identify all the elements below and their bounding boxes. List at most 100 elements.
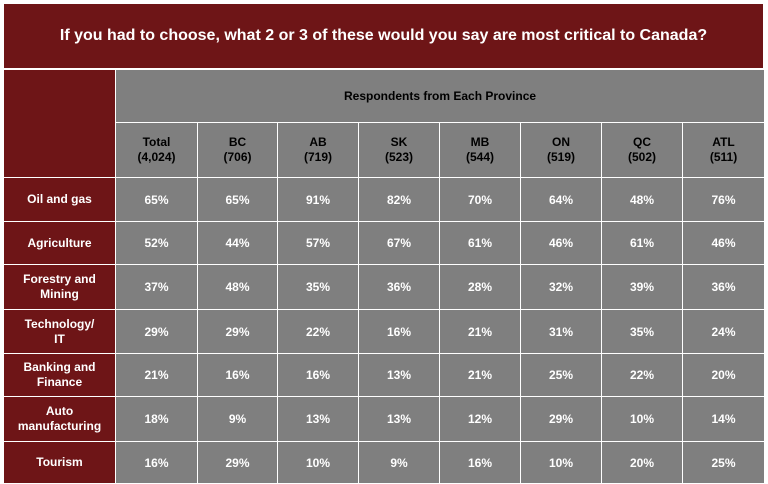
value-cell: 13% [277, 396, 359, 442]
column-name: Total [142, 135, 171, 149]
row-label-line: Oil and gas [27, 192, 92, 206]
value-cell: 36% [358, 264, 440, 310]
column-header: ON (519) [520, 122, 602, 178]
value-cell: 35% [601, 309, 683, 354]
row-label-line: Tourism [36, 455, 83, 469]
column-name: BC [228, 135, 247, 149]
column-header: Total (4,024) [115, 122, 198, 178]
value-cell: 25% [520, 353, 602, 397]
row-label: Auto manufacturing [3, 396, 116, 442]
value-cell: 44% [197, 221, 278, 265]
value-cell: 31% [520, 309, 602, 354]
column-name: ON [552, 135, 570, 149]
column-header: MB (544) [439, 122, 521, 178]
column-header: BC (706) [197, 122, 278, 178]
value-cell: 16% [277, 353, 359, 397]
table-row: Forestry and Mining 37% 48% 35% 36% 28% 32% 39% 3… [3, 264, 766, 310]
column-header-row: Total (4,024) BC (706) AB (719) SK (523) MB (544)… [4, 122, 766, 178]
value-cell: 18% [115, 396, 198, 442]
row-label-line: Technology/ [24, 316, 95, 331]
row-label: Forestry and Mining [3, 264, 116, 310]
value-cell: 37% [115, 264, 198, 310]
table-row: Oil and gas 65% 65% 91% 82% 70% 64% 48% 76% [3, 177, 766, 222]
column-header: AB (719) [277, 122, 359, 178]
column-name: QC [633, 135, 651, 149]
value-cell: 16% [358, 309, 440, 354]
column-header: QC (502) [601, 122, 683, 178]
value-cell: 29% [197, 441, 278, 484]
row-label: Banking and Finance [3, 353, 116, 397]
value-cell: 16% [197, 353, 278, 397]
value-cell: 13% [358, 353, 440, 397]
value-cell: 48% [197, 264, 278, 310]
table-row: Agriculture 52% 44% 57% 67% 61% 46% 61% 46% [3, 221, 766, 265]
value-cell: 57% [277, 221, 359, 265]
value-cell: 46% [681, 221, 766, 265]
value-cell: 22% [601, 353, 683, 397]
value-cell: 9% [197, 396, 278, 442]
column-name: AB [309, 135, 327, 149]
value-cell: 65% [197, 177, 278, 222]
row-label-line: manufacturing [17, 419, 102, 433]
row-label-line: Auto [45, 404, 74, 418]
column-sample-size: (502) [627, 150, 656, 164]
column-sample-size: (523) [384, 150, 413, 164]
row-label: Oil and gas [3, 177, 116, 222]
value-cell: 32% [520, 264, 602, 310]
value-cell: 13% [358, 396, 440, 442]
value-cell: 10% [520, 441, 602, 484]
column-sample-size: (519) [546, 150, 575, 164]
table-row: Auto manufacturing 18% 9% 13% 13% 12% 29% 10% 14% [3, 396, 766, 442]
column-name: ATL [712, 135, 735, 149]
column-sample-size: (719) [303, 150, 332, 164]
value-cell: 65% [115, 177, 198, 222]
survey-table-frame: If you had to choose, what 2 or 3 of the… [3, 3, 766, 484]
value-cell: 12% [439, 396, 521, 442]
group-header: Respondents from Each Province [114, 69, 766, 123]
column-sample-size: (511) [709, 150, 738, 164]
row-label: Agriculture [3, 221, 116, 265]
row-label-line: Mining [40, 287, 79, 301]
column-header: ATL (511) [681, 122, 766, 178]
value-cell: 76% [681, 177, 766, 222]
row-label-line: Forestry and [23, 272, 96, 286]
value-cell: 22% [277, 309, 359, 354]
value-cell: 21% [115, 353, 198, 397]
value-cell: 61% [601, 221, 683, 265]
value-cell: 52% [115, 221, 198, 265]
column-sample-size: (706) [223, 150, 252, 164]
results-table: Respondents from Each Province Total (4,0… [3, 69, 766, 484]
value-cell: 21% [439, 309, 521, 354]
value-cell: 21% [439, 353, 521, 397]
value-cell: 29% [197, 309, 278, 354]
value-cell: 28% [439, 264, 521, 310]
corner-cell [3, 69, 116, 178]
value-cell: 39% [601, 264, 683, 310]
table-row: Tourism 16% 29% 10% 9% 16% 10% 20% 25% [3, 441, 766, 484]
table-row: Banking and Finance 21% 16% 16% 13% 21% 25% 22% 2… [3, 353, 766, 397]
value-cell: 9% [358, 441, 440, 484]
column-name: MB [470, 135, 490, 149]
row-label-line: Agriculture [27, 235, 92, 250]
value-cell: 91% [277, 177, 359, 222]
row-label-line: Banking and [23, 360, 96, 374]
value-cell: 29% [520, 396, 602, 442]
value-cell: 10% [277, 441, 359, 484]
value-cell: 61% [439, 221, 521, 265]
value-cell: 35% [277, 264, 359, 310]
value-cell: 16% [115, 441, 198, 484]
value-cell: 67% [358, 221, 440, 265]
value-cell: 20% [681, 353, 766, 397]
value-cell: 48% [601, 177, 683, 222]
value-cell: 10% [601, 396, 683, 442]
row-label: Tourism [3, 441, 116, 484]
value-cell: 20% [601, 441, 683, 484]
column-sample-size: (544) [465, 150, 494, 164]
value-cell: 29% [115, 309, 198, 354]
value-cell: 24% [681, 309, 766, 354]
value-cell: 46% [520, 221, 602, 265]
value-cell: 36% [681, 264, 766, 310]
table-body: Oil and gas 65% 65% 91% 82% 70% 64% 48% 76% Agric… [3, 177, 766, 484]
row-label-line: IT [54, 331, 65, 346]
row-label-line: Finance [36, 375, 83, 389]
